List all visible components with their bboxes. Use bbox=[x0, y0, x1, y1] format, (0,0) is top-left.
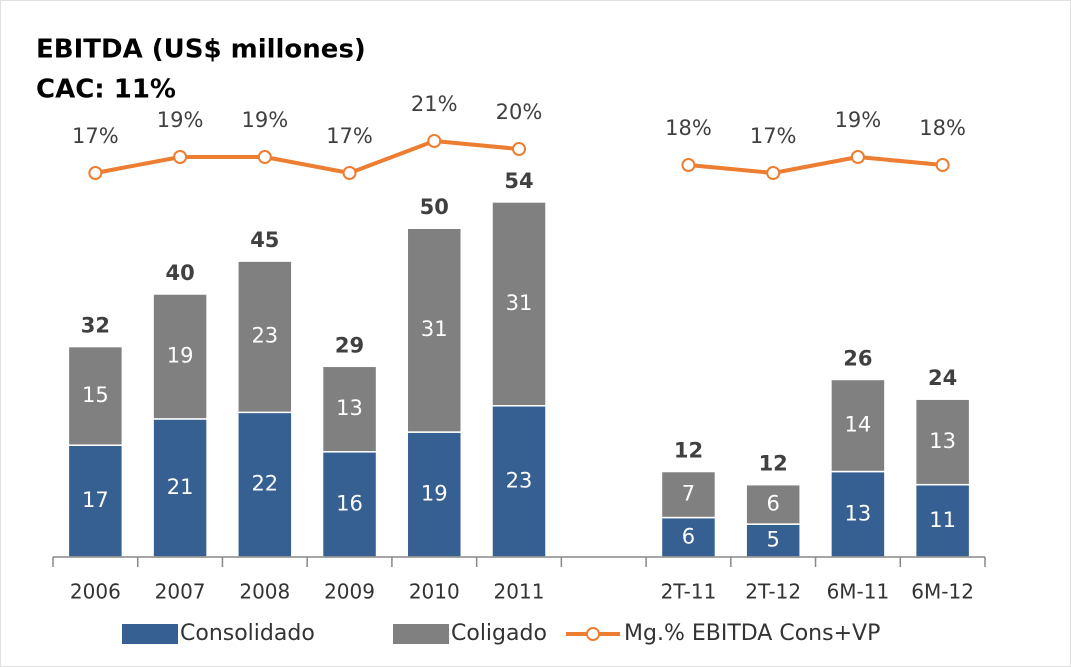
bar-total-label: 45 bbox=[250, 228, 279, 252]
bar-segment bbox=[745, 523, 801, 558]
bar-segment bbox=[152, 293, 208, 420]
bar-segment bbox=[491, 201, 547, 407]
chart-subtitle: CAC: 11% bbox=[36, 75, 176, 105]
bar-value-label: 21 bbox=[167, 475, 194, 499]
bar-value-label: 6 bbox=[682, 524, 695, 548]
bar-segment bbox=[152, 418, 208, 558]
margin-label: 19% bbox=[241, 108, 288, 132]
x-tick-label: 2006 bbox=[70, 580, 121, 604]
bar-segment bbox=[321, 451, 378, 558]
margin-label: 17% bbox=[750, 124, 797, 148]
margin-marker bbox=[766, 166, 781, 180]
legend-swatch bbox=[393, 624, 449, 644]
margin-marker bbox=[88, 166, 103, 180]
bar-value-label: 15 bbox=[82, 383, 109, 407]
bar-total-label: 40 bbox=[165, 261, 194, 285]
legend-marker bbox=[586, 627, 600, 641]
bar-segment bbox=[745, 483, 801, 525]
margin-marker bbox=[257, 150, 272, 164]
bar-value-label: 23 bbox=[251, 324, 278, 348]
bar-total-label: 12 bbox=[759, 452, 788, 476]
bar-segment bbox=[321, 365, 378, 453]
bar-value-label: 23 bbox=[506, 468, 533, 492]
margin-label: 20% bbox=[496, 100, 543, 124]
margin-line bbox=[93, 139, 945, 175]
bar-value-label: 19 bbox=[167, 343, 194, 367]
x-tick-label: 6M-12 bbox=[911, 580, 974, 604]
bar-total-label: 50 bbox=[420, 195, 449, 219]
margin-marker bbox=[681, 158, 696, 172]
bar-total-label: 54 bbox=[504, 169, 533, 193]
legend-swatch bbox=[122, 624, 178, 644]
legend-label: Coligado bbox=[451, 621, 547, 646]
x-tick-label: 2007 bbox=[155, 580, 206, 604]
margin-label: 19% bbox=[157, 108, 204, 132]
bar-total-label: 12 bbox=[674, 439, 703, 463]
bar-segment bbox=[237, 260, 293, 414]
bar-segment bbox=[406, 431, 463, 558]
margin-marker bbox=[427, 134, 442, 148]
bar-segment bbox=[67, 345, 124, 446]
bar-total-label: 26 bbox=[843, 346, 872, 370]
bar-value-label: 31 bbox=[421, 317, 448, 341]
chart-title: EBITDA (US$ millones) bbox=[36, 35, 366, 65]
bar-segment bbox=[406, 227, 463, 433]
bar-value-label: 17 bbox=[82, 488, 109, 512]
bar-segment bbox=[914, 398, 971, 486]
bar-value-label: 16 bbox=[336, 491, 363, 515]
bar-value-label: 7 bbox=[682, 482, 695, 506]
margin-label: 17% bbox=[326, 124, 373, 148]
x-tick-label: 2010 bbox=[409, 580, 460, 604]
bar-segment bbox=[660, 470, 717, 519]
bar-total-label: 32 bbox=[81, 314, 110, 338]
margin-marker bbox=[173, 150, 188, 164]
margin-label: 18% bbox=[665, 116, 712, 140]
bar-total-label: 24 bbox=[928, 366, 957, 390]
legend-label: Mg.% EBITDA Cons+VP bbox=[624, 621, 880, 646]
bar-segment bbox=[830, 470, 886, 558]
bar-value-label: 13 bbox=[845, 501, 872, 525]
bar-value-label: 31 bbox=[506, 291, 533, 315]
x-tick-label: 6M-11 bbox=[827, 580, 890, 604]
x-tick-label: 2T-11 bbox=[661, 580, 717, 604]
bar-segment bbox=[830, 378, 886, 473]
margin-marker bbox=[342, 166, 357, 180]
bar-segment bbox=[67, 444, 124, 558]
legend-label: Consolidado bbox=[180, 621, 315, 646]
x-tick-label: 2009 bbox=[324, 580, 375, 604]
bar-value-label: 13 bbox=[929, 429, 956, 453]
bar-total-label: 29 bbox=[335, 333, 364, 357]
bar-value-label: 14 bbox=[845, 412, 872, 436]
x-tick-label: 2008 bbox=[239, 580, 290, 604]
x-tick-label: 2T-12 bbox=[745, 580, 801, 604]
margin-marker bbox=[512, 142, 526, 156]
bar-value-label: 19 bbox=[421, 482, 448, 506]
margin-marker bbox=[935, 158, 950, 172]
bar-segment bbox=[914, 483, 971, 558]
margin-label: 19% bbox=[835, 108, 882, 132]
margin-label: 21% bbox=[411, 92, 458, 116]
bar-value-label: 11 bbox=[929, 508, 956, 532]
bar-value-label: 13 bbox=[336, 396, 363, 420]
bar-segment bbox=[491, 405, 547, 558]
bar-value-label: 5 bbox=[766, 528, 779, 552]
margin-marker bbox=[850, 150, 865, 164]
margin-label: 18% bbox=[919, 116, 966, 140]
bar-value-label: 6 bbox=[766, 491, 779, 515]
bar-value-label: 22 bbox=[251, 472, 278, 496]
margin-label: 17% bbox=[72, 124, 119, 148]
x-tick-label: 2011 bbox=[494, 580, 545, 604]
bar-segment bbox=[237, 411, 293, 558]
